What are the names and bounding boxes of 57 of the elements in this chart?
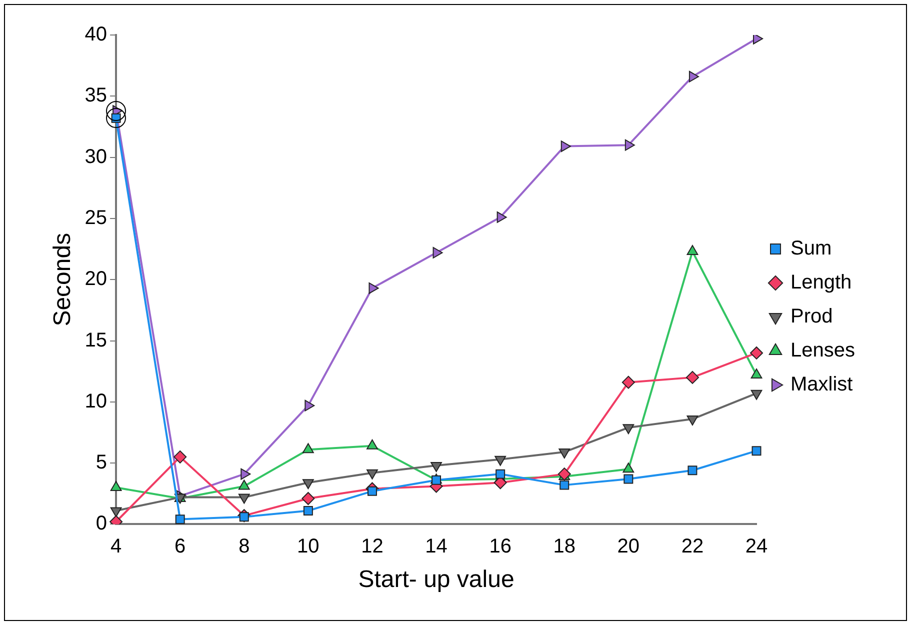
point <box>238 494 250 504</box>
point <box>175 514 185 524</box>
point <box>110 481 122 492</box>
point <box>110 507 122 518</box>
y-tick-label: 30 <box>84 146 108 168</box>
point <box>302 443 314 454</box>
y-tick-label: 15 <box>84 329 108 352</box>
point <box>560 480 570 490</box>
y-tick-label: 40 <box>84 24 108 46</box>
point <box>430 462 442 472</box>
point <box>303 506 313 516</box>
point <box>432 247 443 258</box>
point <box>367 486 377 496</box>
legend-label: Sum <box>790 238 832 260</box>
point <box>624 474 634 484</box>
x-tick-label: 12 <box>361 536 384 558</box>
x-axis-title: Start- up value <box>358 566 514 594</box>
point <box>366 469 378 480</box>
point <box>753 35 764 44</box>
y-tick-label: 25 <box>84 206 108 229</box>
y-tick-label: 5 <box>96 452 108 474</box>
point <box>752 446 762 456</box>
y-tick-label: 10 <box>84 390 108 412</box>
point <box>750 346 764 360</box>
point <box>688 70 699 82</box>
x-tick-label: 10 <box>297 536 320 558</box>
point <box>496 212 507 223</box>
x-tick-label: 20 <box>617 536 640 558</box>
point <box>304 400 315 412</box>
legend-label: Lenses <box>790 340 856 362</box>
point <box>240 468 251 480</box>
point <box>688 466 698 476</box>
point <box>622 376 635 389</box>
x-tick-label: 18 <box>553 536 576 558</box>
legend-label: Length <box>790 272 852 294</box>
point <box>624 139 635 151</box>
y-tick-label: 0 <box>96 512 108 535</box>
y-tick-label: 35 <box>84 84 108 107</box>
legend-label: Maxlist <box>790 374 854 396</box>
x-tick-label: 16 <box>489 536 512 558</box>
x-tick-label: 14 <box>425 536 448 558</box>
point <box>686 370 699 384</box>
point <box>494 456 506 466</box>
x-tick-label: 6 <box>174 536 186 558</box>
legend-label: Prod <box>790 306 833 328</box>
y-axis-title: Seconds <box>49 232 76 326</box>
y-tick-label: 20 <box>84 268 108 290</box>
x-tick-label: 4 <box>110 536 122 558</box>
point <box>302 492 315 506</box>
x-tick-label: 22 <box>681 536 704 558</box>
point <box>560 140 571 152</box>
x-tick-label: 8 <box>238 536 250 558</box>
point <box>368 282 379 294</box>
point <box>750 390 762 400</box>
point <box>174 450 187 464</box>
x-tick-label: 24 <box>745 536 768 558</box>
point <box>496 469 506 479</box>
